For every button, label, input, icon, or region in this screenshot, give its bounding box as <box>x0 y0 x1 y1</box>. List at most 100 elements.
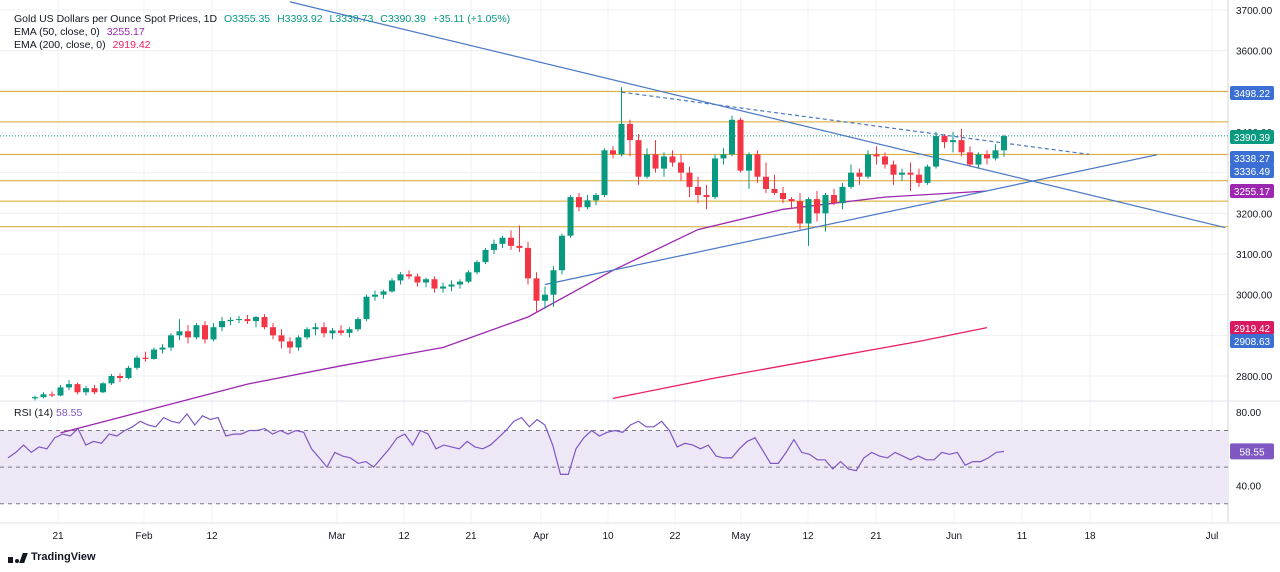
high-value: H3393.92 <box>277 13 323 25</box>
candle-body <box>117 376 123 379</box>
candle-body <box>193 325 200 338</box>
candle-body <box>950 140 956 143</box>
tradingview-logo-text: TradingView <box>31 551 96 563</box>
candle-body <box>780 193 786 200</box>
price-tag <box>1230 130 1274 144</box>
price-tick-label: 2800.00 <box>1236 372 1273 383</box>
candle-body <box>661 156 667 169</box>
candle-body <box>1001 136 1007 151</box>
candle-body <box>890 164 897 175</box>
legend-title-row: Gold US Dollars per Ounce Spot Prices, 1… <box>14 13 510 26</box>
low-value: L3338.73 <box>329 13 374 25</box>
rsi-tick-label: 80.00 <box>1236 408 1261 419</box>
ema50-value: 3255.17 <box>106 26 145 38</box>
candle-body <box>550 270 557 295</box>
time-tick-label: 21 <box>465 531 477 542</box>
candlestick-series <box>32 87 1007 401</box>
trendline <box>544 154 1158 286</box>
price-tick-label: 3600.00 <box>1236 47 1273 58</box>
candle-body <box>125 367 132 379</box>
candle-body <box>40 394 47 398</box>
candle-body <box>142 357 149 359</box>
candle-body <box>210 327 217 340</box>
close-value: C3390.39 <box>380 13 426 25</box>
candle-body <box>83 388 89 393</box>
candle-body <box>474 262 480 273</box>
time-tick-label: Jun <box>946 531 962 542</box>
ema200-line <box>612 326 988 400</box>
candle-body <box>185 331 191 338</box>
time-tick-label: 21 <box>870 531 882 542</box>
candle-body <box>287 341 293 348</box>
price-tag-text: 3336.49 <box>1234 167 1271 178</box>
rsi-label: RSI (14) <box>14 407 54 419</box>
candle-body <box>848 172 854 187</box>
candle-body <box>389 280 395 292</box>
candle-body <box>822 195 829 214</box>
candle-body <box>168 335 174 348</box>
candle-body <box>423 279 429 283</box>
candle-body <box>652 154 659 169</box>
price-tag-text: 3338.27 <box>1234 154 1271 165</box>
candle-body <box>32 397 38 399</box>
candle-body <box>873 154 880 157</box>
candle-body <box>720 154 727 159</box>
candle-body <box>984 154 990 159</box>
candle-body <box>882 156 888 165</box>
ema50-label: EMA (50, close, 0) <box>14 26 100 38</box>
candle-body <box>695 186 701 196</box>
tradingview-logo[interactable]: TradingView <box>8 551 96 563</box>
candle-body <box>100 383 106 393</box>
candle-body <box>363 296 370 320</box>
candle-body <box>74 384 81 393</box>
candle-body <box>542 294 548 301</box>
candle-body <box>941 136 948 143</box>
candle-body <box>176 331 183 336</box>
candle-body <box>865 154 871 177</box>
candle-body <box>516 245 523 248</box>
candle-body <box>108 376 115 384</box>
candle-body <box>737 119 744 171</box>
candle-body <box>202 325 208 340</box>
candle-body <box>814 199 820 214</box>
candle-body <box>729 119 735 155</box>
time-tick-label: Jul <box>1206 531 1219 542</box>
time-tick-label: 11 <box>1017 531 1028 542</box>
candle-body <box>57 387 64 396</box>
candle-body <box>593 195 599 201</box>
rsi-value-tag-text: 58.55 <box>1239 447 1264 458</box>
candle-body <box>159 347 166 350</box>
candle-body <box>491 243 497 250</box>
candle-body <box>907 172 914 175</box>
trendline <box>621 91 1090 155</box>
candle-body <box>839 186 846 204</box>
candle-body <box>499 237 506 244</box>
candle-body <box>49 394 55 396</box>
price-tag <box>1230 334 1274 348</box>
price-tag-text: 2908.63 <box>1234 337 1271 348</box>
candle-body <box>703 195 710 198</box>
rsi-legend: RSI (14) 58.55 <box>14 407 82 419</box>
time-tick-label: 12 <box>802 531 814 542</box>
candle-body <box>533 278 540 301</box>
legend-ema200-row: EMA (200, close, 0) 2919.42 <box>14 39 510 52</box>
time-tick-label: Apr <box>533 531 549 542</box>
candle-body <box>805 199 812 224</box>
price-tag-text: 2919.42 <box>1234 324 1271 335</box>
ema200-value: 2919.42 <box>112 39 151 51</box>
candle-body <box>304 329 310 338</box>
candle-body <box>397 274 404 281</box>
ema200-path <box>612 326 988 400</box>
candle-body <box>508 237 514 246</box>
time-tick-label: May <box>732 531 751 542</box>
candle-body <box>278 335 285 342</box>
candle-body <box>618 123 625 155</box>
time-tick-label: 12 <box>398 531 410 542</box>
main-legend: Gold US Dollars per Ounce Spot Prices, 1… <box>14 13 510 52</box>
candle-body <box>431 279 438 289</box>
price-tag <box>1230 164 1274 178</box>
candle-body <box>576 197 582 208</box>
candle-body <box>457 281 463 285</box>
candle-body <box>295 337 302 348</box>
